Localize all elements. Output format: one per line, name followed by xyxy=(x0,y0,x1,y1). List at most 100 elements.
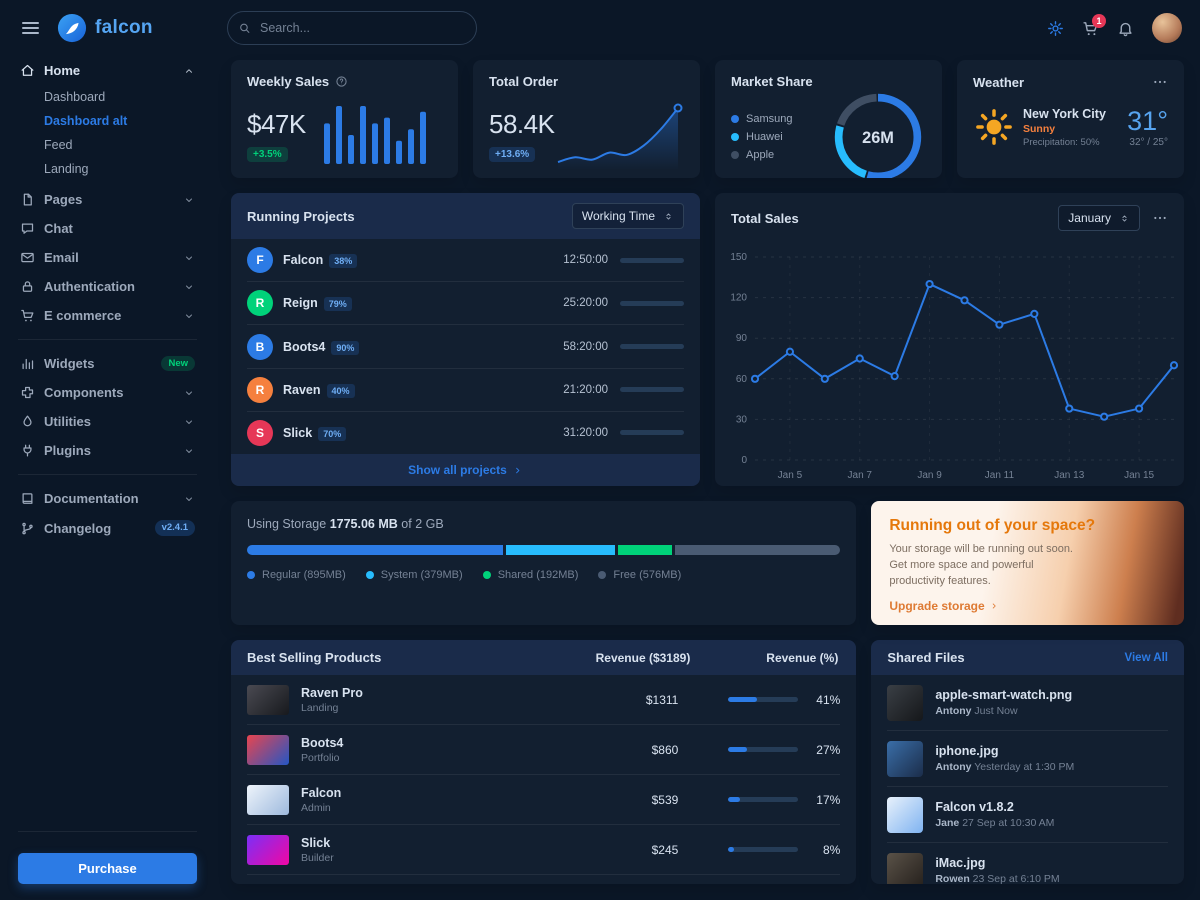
show-all-projects-link[interactable]: Show all projects xyxy=(231,454,700,486)
product-revenue: $539 xyxy=(651,792,679,807)
user-avatar[interactable] xyxy=(1152,13,1182,43)
sidebar-item-chat[interactable]: Chat xyxy=(18,214,197,243)
product-type: Admin xyxy=(301,801,331,814)
product-type: Portfolio xyxy=(301,751,340,764)
sidebar-item-changelog[interactable]: Changelog v2.4.1 xyxy=(18,513,197,542)
sidebar-item-widgets[interactable]: Widgets New xyxy=(18,349,197,378)
sidebar-divider xyxy=(18,831,197,832)
project-name[interactable]: Reign xyxy=(283,296,318,311)
project-name[interactable]: Slick xyxy=(283,425,313,440)
stats-row: Weekly Sales $47K +3.5% Total Order xyxy=(231,60,1184,178)
weekly-sales-badge: +3.5% xyxy=(247,147,288,162)
market-share-legend-item: Huawei xyxy=(731,131,792,143)
weekly-sales-card: Weekly Sales $47K +3.5% xyxy=(231,60,458,178)
product-thumbnail xyxy=(247,684,289,715)
flame-icon xyxy=(20,414,35,429)
project-name[interactable]: Falcon xyxy=(283,253,324,268)
sidebar-header: falcon xyxy=(18,0,197,56)
cart-button[interactable]: 1 xyxy=(1082,13,1106,37)
sidebar-item-feed[interactable]: Feed xyxy=(44,138,73,152)
chevron-right-icon xyxy=(512,465,523,476)
weather-menu-icon[interactable] xyxy=(1152,74,1168,90)
sidebar-item-utilities[interactable]: Utilities xyxy=(18,407,197,436)
working-time-select[interactable]: Working Time xyxy=(571,203,684,229)
purchase-button[interactable]: Purchase xyxy=(18,853,197,884)
file-icon xyxy=(20,192,35,207)
file-name[interactable]: apple-smart-watch.png xyxy=(935,688,1073,702)
product-name[interactable]: Raven Pro xyxy=(301,685,363,700)
month-select[interactable]: January xyxy=(1058,205,1140,231)
sidebar-item-home[interactable]: Home xyxy=(18,56,197,85)
sidebar-item-plugins[interactable]: Plugins xyxy=(18,436,197,465)
sidebar-item-documentation[interactable]: Documentation xyxy=(18,484,197,513)
storage-legend-item: Regular (895MB) xyxy=(247,569,346,581)
view-all-link[interactable]: View All xyxy=(1124,651,1168,664)
project-percent-badge: 90% xyxy=(331,340,360,355)
file-name[interactable]: iphone.jpg xyxy=(935,744,999,758)
project-percent-badge: 70% xyxy=(318,426,347,441)
running-projects-list: F Falcon 38% 12:50:00 R Reign 79% 25:20:00 B Boot… xyxy=(231,239,700,454)
shared-files-title: Shared Files xyxy=(887,650,965,665)
svg-text:Jan 15: Jan 15 xyxy=(1124,470,1154,481)
storage-progress-bar xyxy=(247,545,841,555)
total-sales-menu-icon[interactable] xyxy=(1152,210,1168,226)
settings-gear-icon[interactable] xyxy=(1047,20,1064,37)
file-thumbnail xyxy=(887,684,924,721)
project-name[interactable]: Boots4 xyxy=(283,339,326,354)
brand-logo[interactable]: falcon xyxy=(57,13,153,43)
sidebar-item-pages[interactable]: Pages xyxy=(18,185,197,214)
help-icon[interactable] xyxy=(335,75,348,88)
menu-toggle-icon[interactable] xyxy=(18,18,43,38)
sidebar-item-landing[interactable]: Landing xyxy=(44,162,89,176)
sidebar-item-components[interactable]: Components xyxy=(18,378,197,407)
best-selling-card: Best Selling Products Revenue ($3189) Re… xyxy=(231,640,857,884)
svg-text:Jan 7: Jan 7 xyxy=(848,470,873,481)
project-progress-bar xyxy=(620,387,684,393)
sidebar-item-dashboard-alt[interactable]: Dashboard alt xyxy=(44,114,128,128)
sidebar-divider xyxy=(18,474,197,476)
search-input[interactable] xyxy=(227,11,477,45)
product-name[interactable]: Falcon xyxy=(301,785,342,800)
project-time: 12:50:00 xyxy=(563,254,608,267)
running-projects-card: Running Projects Working Time F Falcon 38%… xyxy=(231,193,700,486)
sidebar-item-email[interactable]: Email xyxy=(18,243,197,272)
weekly-sales-bar-chart xyxy=(324,102,442,164)
best-selling-list: Raven Pro Landing $1311 41% Boots4 Portfolio $… xyxy=(231,675,856,884)
sidebar-divider xyxy=(18,339,197,340)
sidebar-item-e-commerce[interactable]: E commerce xyxy=(18,301,197,330)
storage-total: of 2 GB xyxy=(401,517,444,531)
file-row: iMac.jpg Rowen 23 Sep at 6:10 PM xyxy=(887,843,1168,884)
product-thumbnail xyxy=(247,734,289,765)
product-percent: 17% xyxy=(816,792,841,807)
weekly-sales-title: Weekly Sales xyxy=(247,74,330,89)
upgrade-storage-link[interactable]: Upgrade storage xyxy=(889,599,1166,613)
storage-segment xyxy=(617,545,673,555)
product-name[interactable]: Slick xyxy=(301,835,331,850)
sidebar-item-label: Utilities xyxy=(44,414,91,430)
chat-icon xyxy=(20,221,35,236)
cart-badge: 1 xyxy=(1092,13,1106,28)
storage-card: Using Storage 1775.06 MB of 2 GB Regular… xyxy=(231,501,857,625)
chevron-down-icon xyxy=(183,310,195,322)
file-thumbnail xyxy=(887,740,924,777)
file-name[interactable]: Falcon v1.8.2 xyxy=(935,800,1014,814)
storage-segment xyxy=(506,545,615,555)
sidebar-item-label: Email xyxy=(44,250,79,265)
sidebar: falcon Home Dashboard Dashboard alt Feed Lan… xyxy=(0,0,215,900)
product-name[interactable]: Boots4 xyxy=(301,735,344,750)
working-time-select-value: Working Time xyxy=(581,209,655,223)
weather-temp: 31° xyxy=(1127,106,1168,136)
revenue-percent-column-header: Revenue (%) xyxy=(766,650,839,665)
svg-text:0: 0 xyxy=(741,455,747,466)
sidebar-item-dashboard[interactable]: Dashboard xyxy=(44,90,106,104)
project-row: R Reign 79% 25:20:00 xyxy=(247,282,684,326)
project-name[interactable]: Raven xyxy=(283,382,321,397)
topbar: 1 xyxy=(215,0,1200,56)
running-projects-title: Running Projects xyxy=(247,208,355,224)
bars-icon xyxy=(20,356,35,371)
project-avatar: F xyxy=(247,247,273,274)
sidebar-item-authentication[interactable]: Authentication xyxy=(18,272,197,301)
notifications-bell-icon[interactable] xyxy=(1117,20,1134,37)
file-name[interactable]: iMac.jpg xyxy=(935,856,986,870)
falcon-logo-icon xyxy=(57,13,87,43)
